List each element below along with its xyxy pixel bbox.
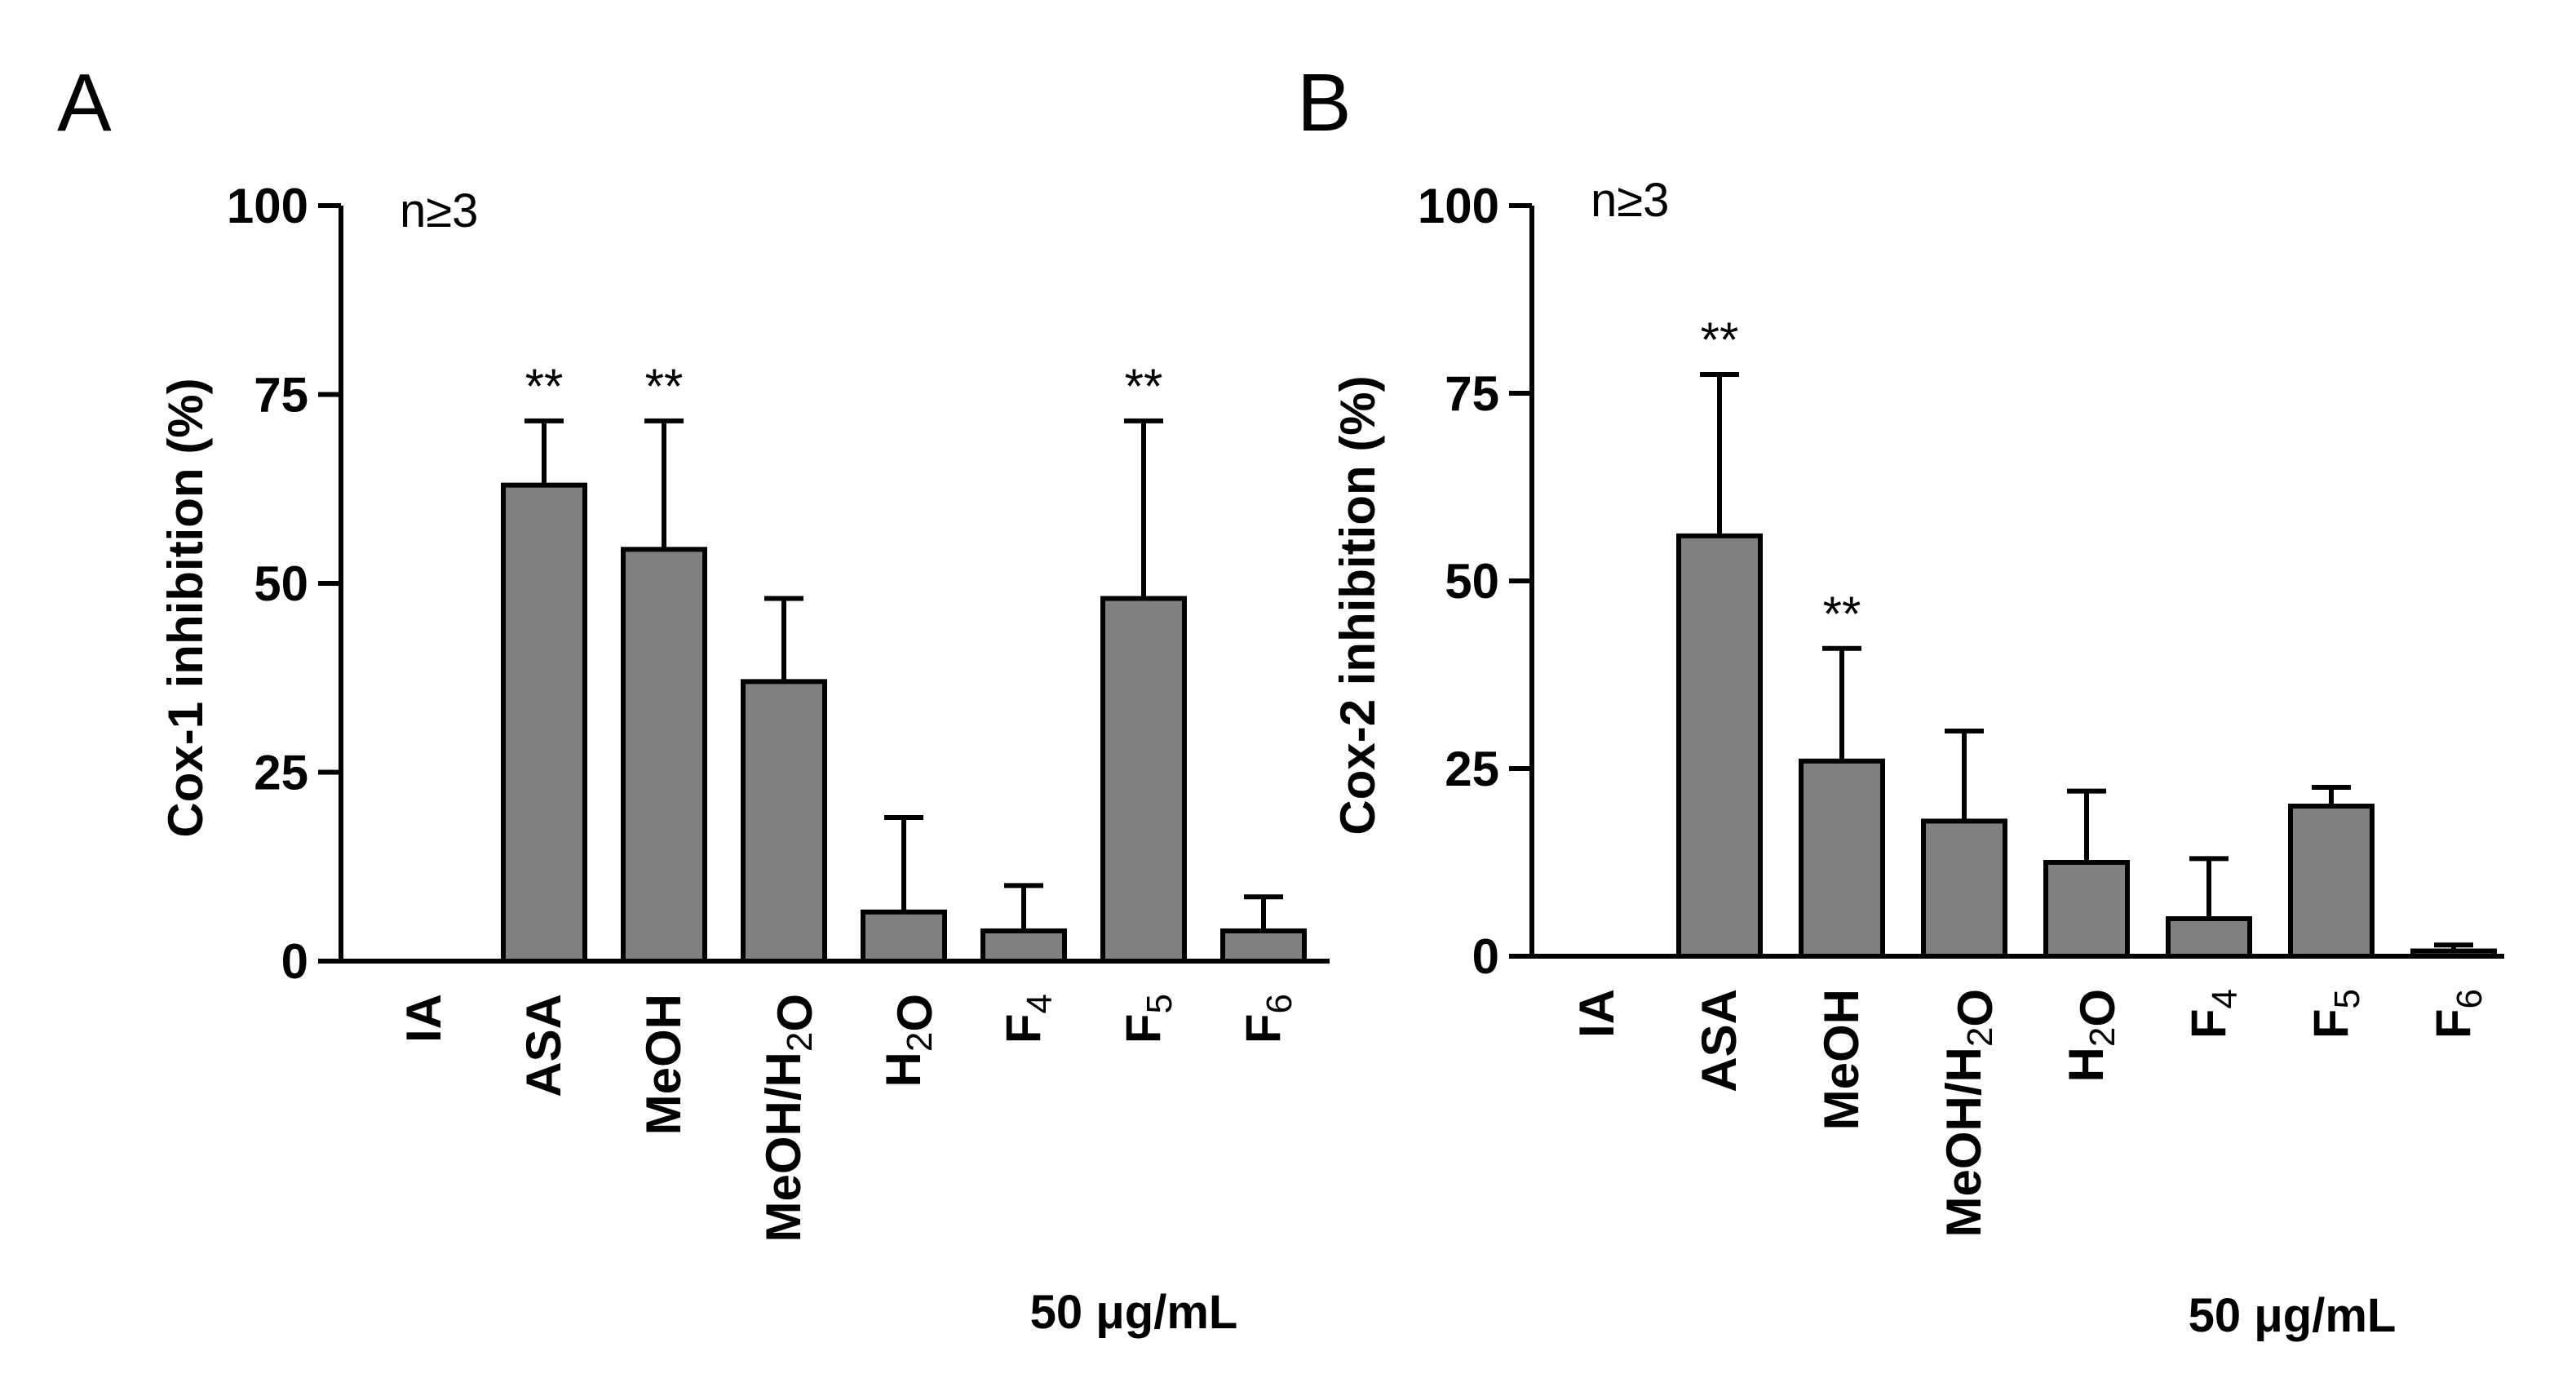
bar <box>1676 533 1763 959</box>
bar <box>741 679 827 964</box>
bar <box>861 909 947 964</box>
sample-size-note: n≥3 <box>1591 174 1669 227</box>
x-tick-label: F5 <box>1116 994 1180 1044</box>
concentration-label: 50 μg/mL <box>2189 1289 2397 1342</box>
x-tick-label: IA <box>396 994 451 1043</box>
bar <box>1799 758 1885 959</box>
panel-a: A 0 25 50 75 100 Cox-1 inhibition (%) n≥3 IA ** AS… <box>57 57 1330 1339</box>
bar <box>2043 860 2130 959</box>
x-tick-label: MeOH/H2O <box>1936 989 2003 1238</box>
x-tick-label: ASA <box>1692 989 1746 1092</box>
y-tick-label: 0 <box>1472 929 1499 984</box>
y-tick-label: 75 <box>1445 366 1499 421</box>
y-axis-label: Cox-1 inhibition (%) <box>158 378 213 837</box>
y-tick-label: 25 <box>254 746 308 800</box>
x-tick-label: MeOH/H2O <box>756 994 822 1243</box>
x-tick-label: F6 <box>2426 989 2490 1039</box>
bar <box>2288 804 2375 959</box>
significance-marker: ** <box>525 359 564 414</box>
x-tick-label: MeOH <box>1814 989 1869 1130</box>
panel-letter: B <box>1297 57 1352 148</box>
y-tick-label: 100 <box>1418 179 1499 233</box>
x-tick-label: H2O <box>876 994 942 1088</box>
bar <box>2166 916 2252 959</box>
x-tick-label: IA <box>1569 989 1624 1038</box>
y-tick-label: 50 <box>1445 554 1499 609</box>
concentration-label: 50 μg/mL <box>1030 1286 1238 1339</box>
significance-marker: ** <box>1125 359 1163 414</box>
bar <box>980 928 1067 964</box>
significance-marker: ** <box>1823 587 1861 641</box>
bar <box>2410 948 2497 959</box>
y-axis-label: Cox-2 inhibition (%) <box>1330 375 1385 835</box>
bar <box>1220 928 1307 964</box>
y-tick-label: 0 <box>281 934 308 989</box>
bar <box>1100 596 1187 964</box>
x-tick-label: F6 <box>1236 994 1299 1044</box>
panel-b: B 0 25 50 75 100 Cox-2 inhibition (%) n≥3 IA ** AS… <box>1297 57 2504 1342</box>
x-tick-label: H2O <box>2059 989 2125 1083</box>
y-tick-label: 50 <box>254 556 308 611</box>
bar <box>621 547 707 964</box>
y-tick-label: 25 <box>1445 742 1499 796</box>
significance-marker: ** <box>1701 312 1739 367</box>
x-tick-label: MeOH <box>636 994 691 1135</box>
bar <box>501 482 587 964</box>
significance-marker: ** <box>645 359 684 414</box>
x-tick-label: F5 <box>2304 989 2367 1039</box>
sample-size-note: n≥3 <box>400 184 478 237</box>
x-tick-label: ASA <box>516 994 571 1097</box>
bar <box>1921 818 2007 959</box>
panel-letter: A <box>57 57 112 148</box>
y-tick-label: 75 <box>254 368 308 423</box>
y-tick-label: 100 <box>227 179 308 233</box>
x-tick-label: F4 <box>2181 989 2245 1039</box>
x-tick-label: F4 <box>996 994 1060 1044</box>
